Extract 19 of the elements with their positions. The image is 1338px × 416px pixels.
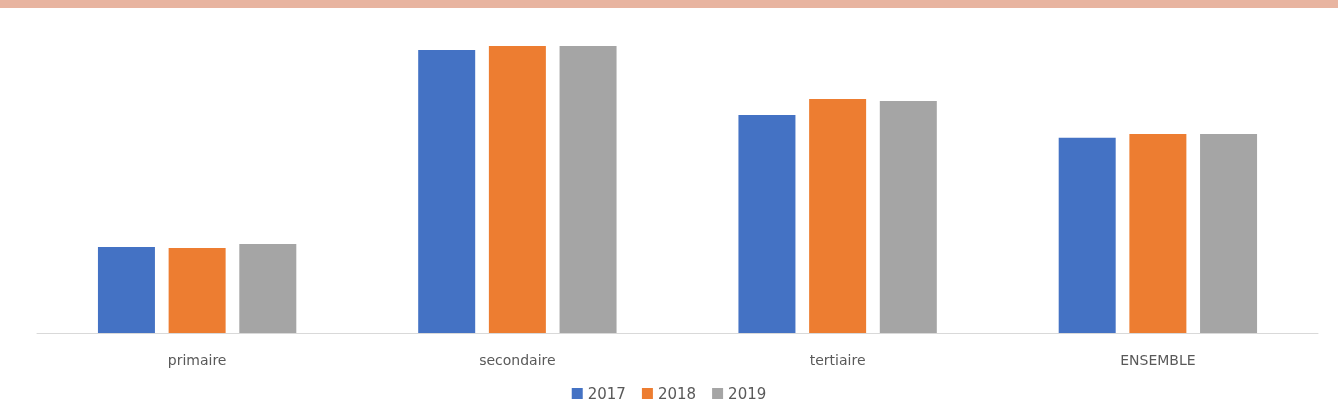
legend-label: 2019: [728, 384, 767, 403]
bar: [879, 101, 937, 333]
bar: [738, 114, 796, 333]
bar: [1058, 137, 1116, 333]
bar: [418, 50, 476, 333]
bar: [97, 246, 155, 333]
x-tick-label: secondaire: [479, 352, 556, 368]
bar: [1200, 134, 1258, 333]
bar: [239, 244, 297, 333]
legend-label: 2018: [657, 384, 697, 403]
x-tick-label: ENSEMBLE: [1120, 352, 1196, 368]
bar: [809, 99, 867, 333]
x-tick-label: tertiaire: [809, 352, 866, 368]
legend-label: 2017: [587, 384, 626, 403]
bar: [1129, 134, 1187, 333]
bar: [559, 46, 617, 333]
bar: [168, 248, 226, 333]
x-tick-label: primaire: [167, 352, 227, 368]
bar: [488, 46, 546, 333]
